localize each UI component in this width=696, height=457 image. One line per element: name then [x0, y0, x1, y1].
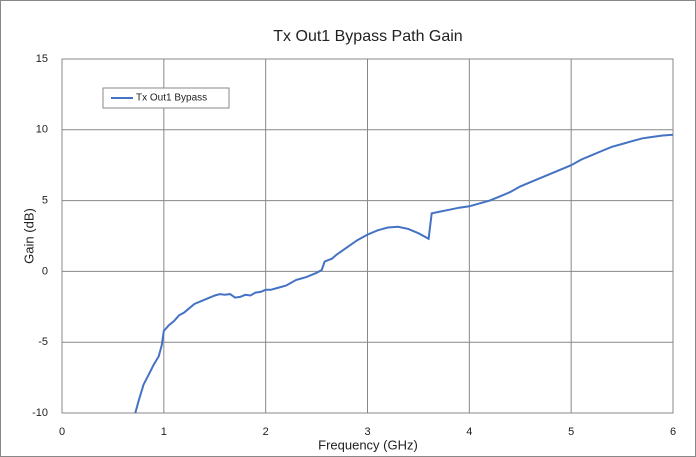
- legend-box: [102, 87, 230, 109]
- y-tick-label: 10: [36, 124, 48, 136]
- x-axis-label: Frequency (GHz): [318, 437, 418, 452]
- x-tick-label: 6: [670, 426, 676, 438]
- y-tick-label: 5: [42, 195, 48, 207]
- x-tick-label: 5: [568, 426, 574, 438]
- x-tick-label: 4: [466, 426, 472, 438]
- x-tick-label: 1: [161, 426, 167, 438]
- chart-title: Tx Out1 Bypass Path Gain: [273, 28, 462, 45]
- y-axis-label: Gain (dB): [21, 208, 36, 264]
- y-tick-label: 0: [42, 265, 48, 277]
- series-line: [134, 133, 674, 414]
- y-tick-label: -5: [38, 336, 48, 348]
- y-tick-label: 15: [36, 53, 48, 65]
- y-tick-label: -10: [32, 407, 48, 419]
- legend-label: Tx Out1 Bypass: [136, 93, 207, 104]
- x-tick-label: 0: [59, 426, 65, 438]
- x-tick-label: 3: [364, 426, 370, 438]
- x-tick-label: 2: [263, 426, 269, 438]
